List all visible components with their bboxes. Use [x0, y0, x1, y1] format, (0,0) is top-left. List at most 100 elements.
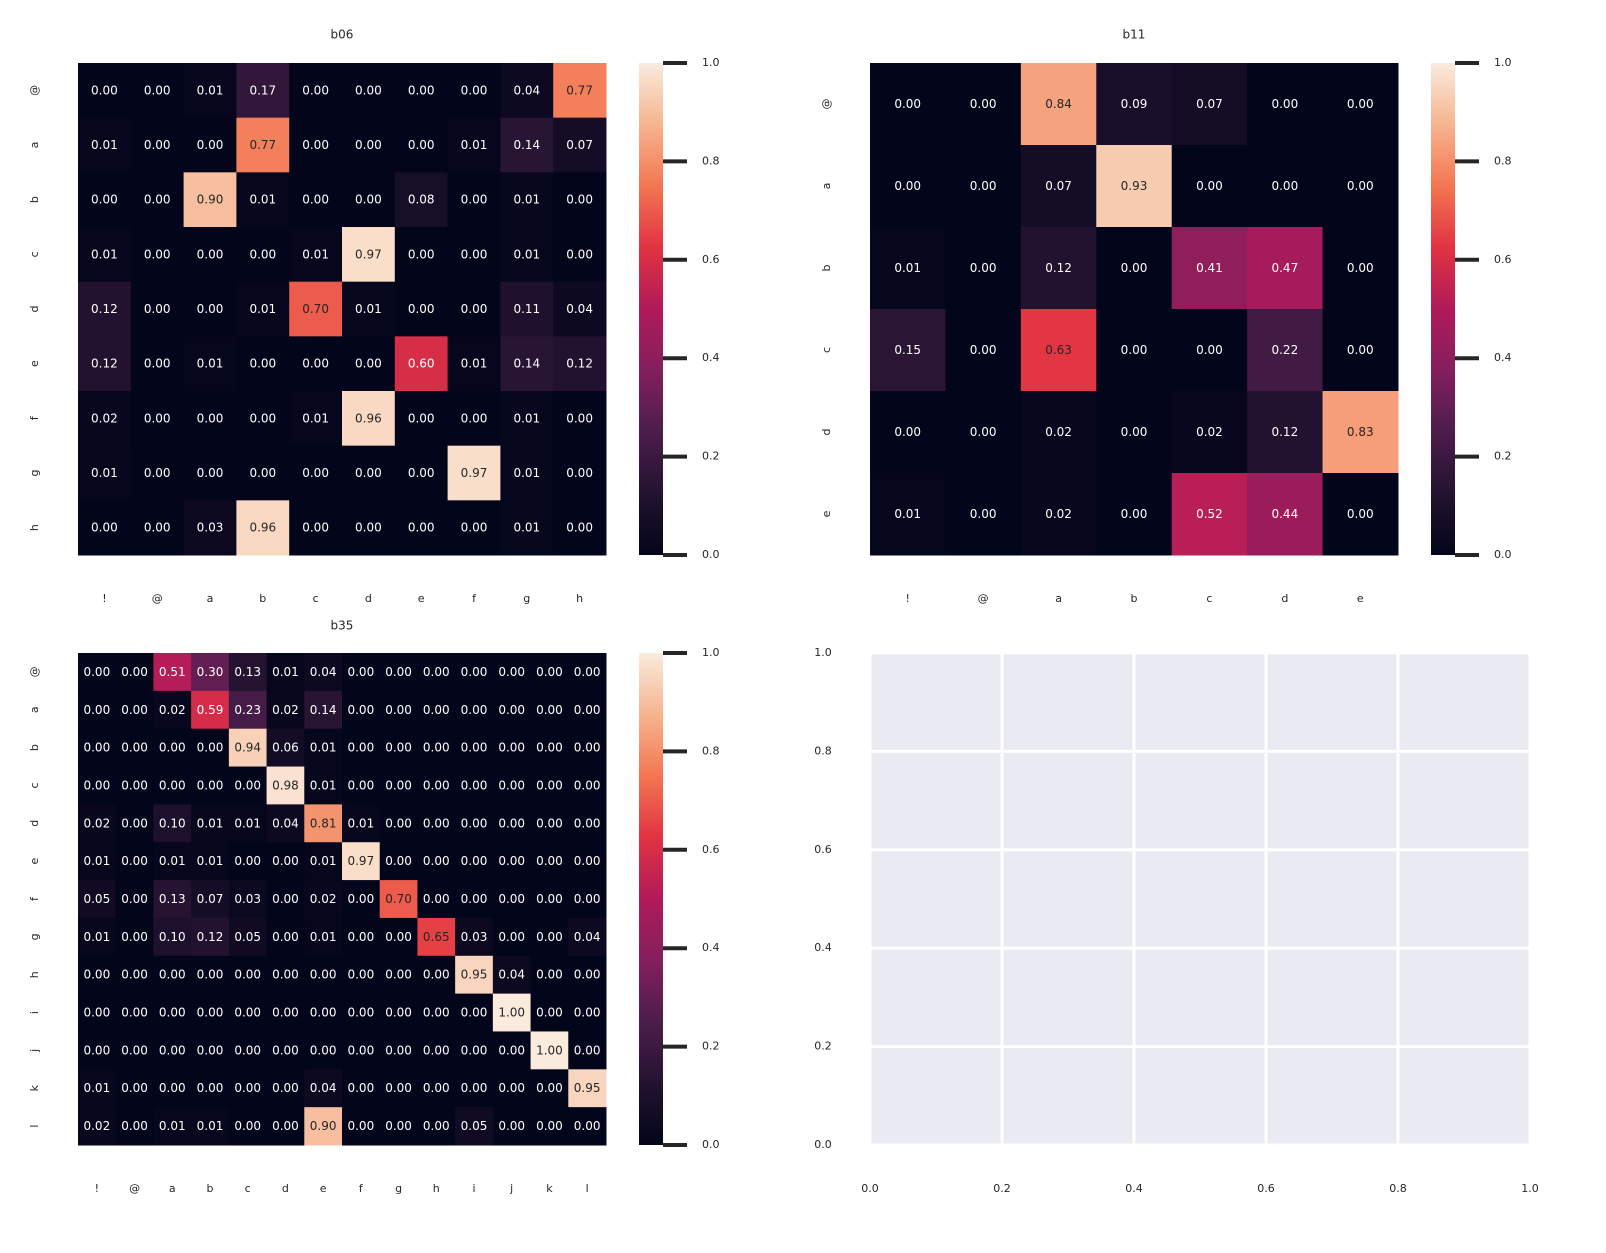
cell-value-label: 0.00 — [355, 357, 382, 371]
heatmap-cell — [1322, 63, 1399, 146]
x-tick-label: 0.2 — [993, 1182, 1011, 1195]
cell-value-label: 0.00 — [423, 703, 450, 717]
heatmap-cell — [568, 653, 607, 692]
y-tick-label: a — [820, 183, 833, 190]
heatmap-cell — [455, 955, 494, 995]
x-tick-label: e — [1357, 592, 1364, 605]
heatmap-cell — [1247, 63, 1324, 146]
cell-value-label: 0.00 — [197, 968, 224, 982]
cell-value-label: 0.00 — [121, 930, 148, 944]
heatmap-cell — [78, 63, 132, 119]
empty-axes: 0.0 0.2 0.4 0.6 0.8 1.0 0.0 0.2 0.4 0.6 0.8 1.0 — [814, 646, 1539, 1195]
axes-background — [870, 653, 1530, 1145]
heatmap-cell — [447, 63, 501, 119]
heatmap-cell — [115, 766, 154, 805]
cell-value-label: 0.00 — [197, 778, 224, 792]
heatmap-cell — [78, 500, 132, 556]
cell-value-label: 0.00 — [121, 816, 148, 830]
cell-value-label: 0.13 — [234, 665, 261, 679]
cell-value-label: 0.00 — [272, 1006, 299, 1020]
cell-value-label: 0.63 — [1045, 343, 1072, 357]
heatmap-cell — [945, 145, 1022, 228]
cell-value-label: 0.00 — [408, 466, 435, 480]
cell-value-label: 0.00 — [536, 703, 563, 717]
cell-value-label: 0.14 — [513, 138, 540, 152]
cell-value-label: 0.00 — [310, 968, 337, 982]
y-tick-label: 0.2 — [814, 1040, 832, 1053]
heatmap-cell — [1171, 309, 1248, 392]
cell-value-label: 0.01 — [159, 854, 186, 868]
heatmap-cell — [455, 690, 494, 730]
heatmap-cell — [492, 955, 532, 995]
heatmap-cell — [130, 500, 185, 556]
heatmap-cell — [530, 1107, 569, 1146]
cell-value-label: 1.00 — [536, 1043, 563, 1057]
chart-title: b11 — [1123, 28, 1146, 42]
cell-value-label: 0.07 — [197, 892, 224, 906]
heatmap-cell — [492, 690, 532, 730]
heatmap-cell — [153, 917, 192, 957]
x-tick-label: @ — [152, 592, 163, 605]
heatmap-cell — [379, 1107, 418, 1146]
cell-value-label: 0.00 — [536, 1006, 563, 1020]
cell-value-label: 0.01 — [302, 247, 329, 261]
heatmap-cell — [153, 955, 192, 995]
heatmap-cell — [1322, 227, 1399, 310]
heatmap-cell — [228, 653, 268, 692]
heatmap-cell — [394, 391, 449, 447]
cell-value-label: 0.00 — [536, 968, 563, 982]
cell-value-label: 0.00 — [566, 411, 593, 425]
heatmap-cell — [455, 653, 494, 692]
heatmap-cell — [266, 728, 305, 768]
cell-value-label: 0.00 — [970, 261, 997, 275]
heatmap-cell — [266, 1107, 305, 1146]
cell-value-label: 0.04 — [310, 665, 337, 679]
cell-value-label: 0.00 — [566, 247, 593, 261]
cell-value-label: 0.00 — [385, 1081, 412, 1095]
heatmap-cell — [228, 917, 268, 957]
x-tick-label: l — [586, 1182, 589, 1195]
cell-value-label: 0.00 — [1347, 343, 1374, 357]
heatmap-cell — [342, 766, 381, 805]
heatmap-cell — [568, 842, 607, 881]
cell-value-label: 0.00 — [385, 930, 412, 944]
cell-value-label: 0.00 — [249, 466, 276, 480]
cell-value-label: 0.00 — [234, 854, 261, 868]
cell-value-label: 0.00 — [272, 854, 299, 868]
cell-value-label: 0.00 — [536, 930, 563, 944]
heatmap-cell — [342, 1069, 381, 1108]
cell-value-label: 0.00 — [83, 1043, 110, 1057]
cell-value-label: 0.00 — [197, 302, 224, 316]
heatmap-cell — [153, 1031, 192, 1070]
cell-value-label: 0.01 — [197, 357, 224, 371]
heatmap-cell — [289, 281, 343, 337]
heatmap-cell — [228, 955, 268, 995]
cell-value-label: 0.00 — [574, 741, 601, 755]
cell-value-label: 0.00 — [498, 854, 525, 868]
cell-value-label: 0.00 — [498, 1119, 525, 1133]
cell-value-label: 0.01 — [894, 507, 921, 521]
x-tick-label: d — [282, 1182, 289, 1195]
x-tick-label: j — [509, 1182, 513, 1195]
heatmap-cell — [228, 993, 268, 1032]
cell-value-label: 0.09 — [1121, 97, 1148, 111]
cell-value-label: 0.00 — [302, 521, 329, 535]
y-tick-label: 0.6 — [814, 843, 832, 856]
cell-value-label: 0.00 — [566, 193, 593, 207]
cell-value-label: 0.00 — [385, 741, 412, 755]
cell-value-label: 0.00 — [355, 193, 382, 207]
heatmap-cell — [191, 955, 230, 995]
heatmap-cell — [342, 804, 381, 843]
cell-value-label: 0.00 — [408, 247, 435, 261]
heatmap-cell — [530, 1069, 569, 1108]
heatmap-cell — [115, 993, 154, 1032]
colorbar-tick-label: 0.2 — [1494, 450, 1512, 463]
cell-value-label: 0.96 — [249, 521, 276, 535]
heatmap-cell — [130, 227, 185, 283]
cell-value-label: 0.00 — [234, 1119, 261, 1133]
heatmap-cell — [130, 117, 185, 173]
heatmap-cell — [78, 227, 132, 283]
heatmap-cell — [1171, 63, 1248, 146]
cell-value-label: 0.02 — [310, 892, 337, 906]
cell-value-label: 0.00 — [272, 930, 299, 944]
